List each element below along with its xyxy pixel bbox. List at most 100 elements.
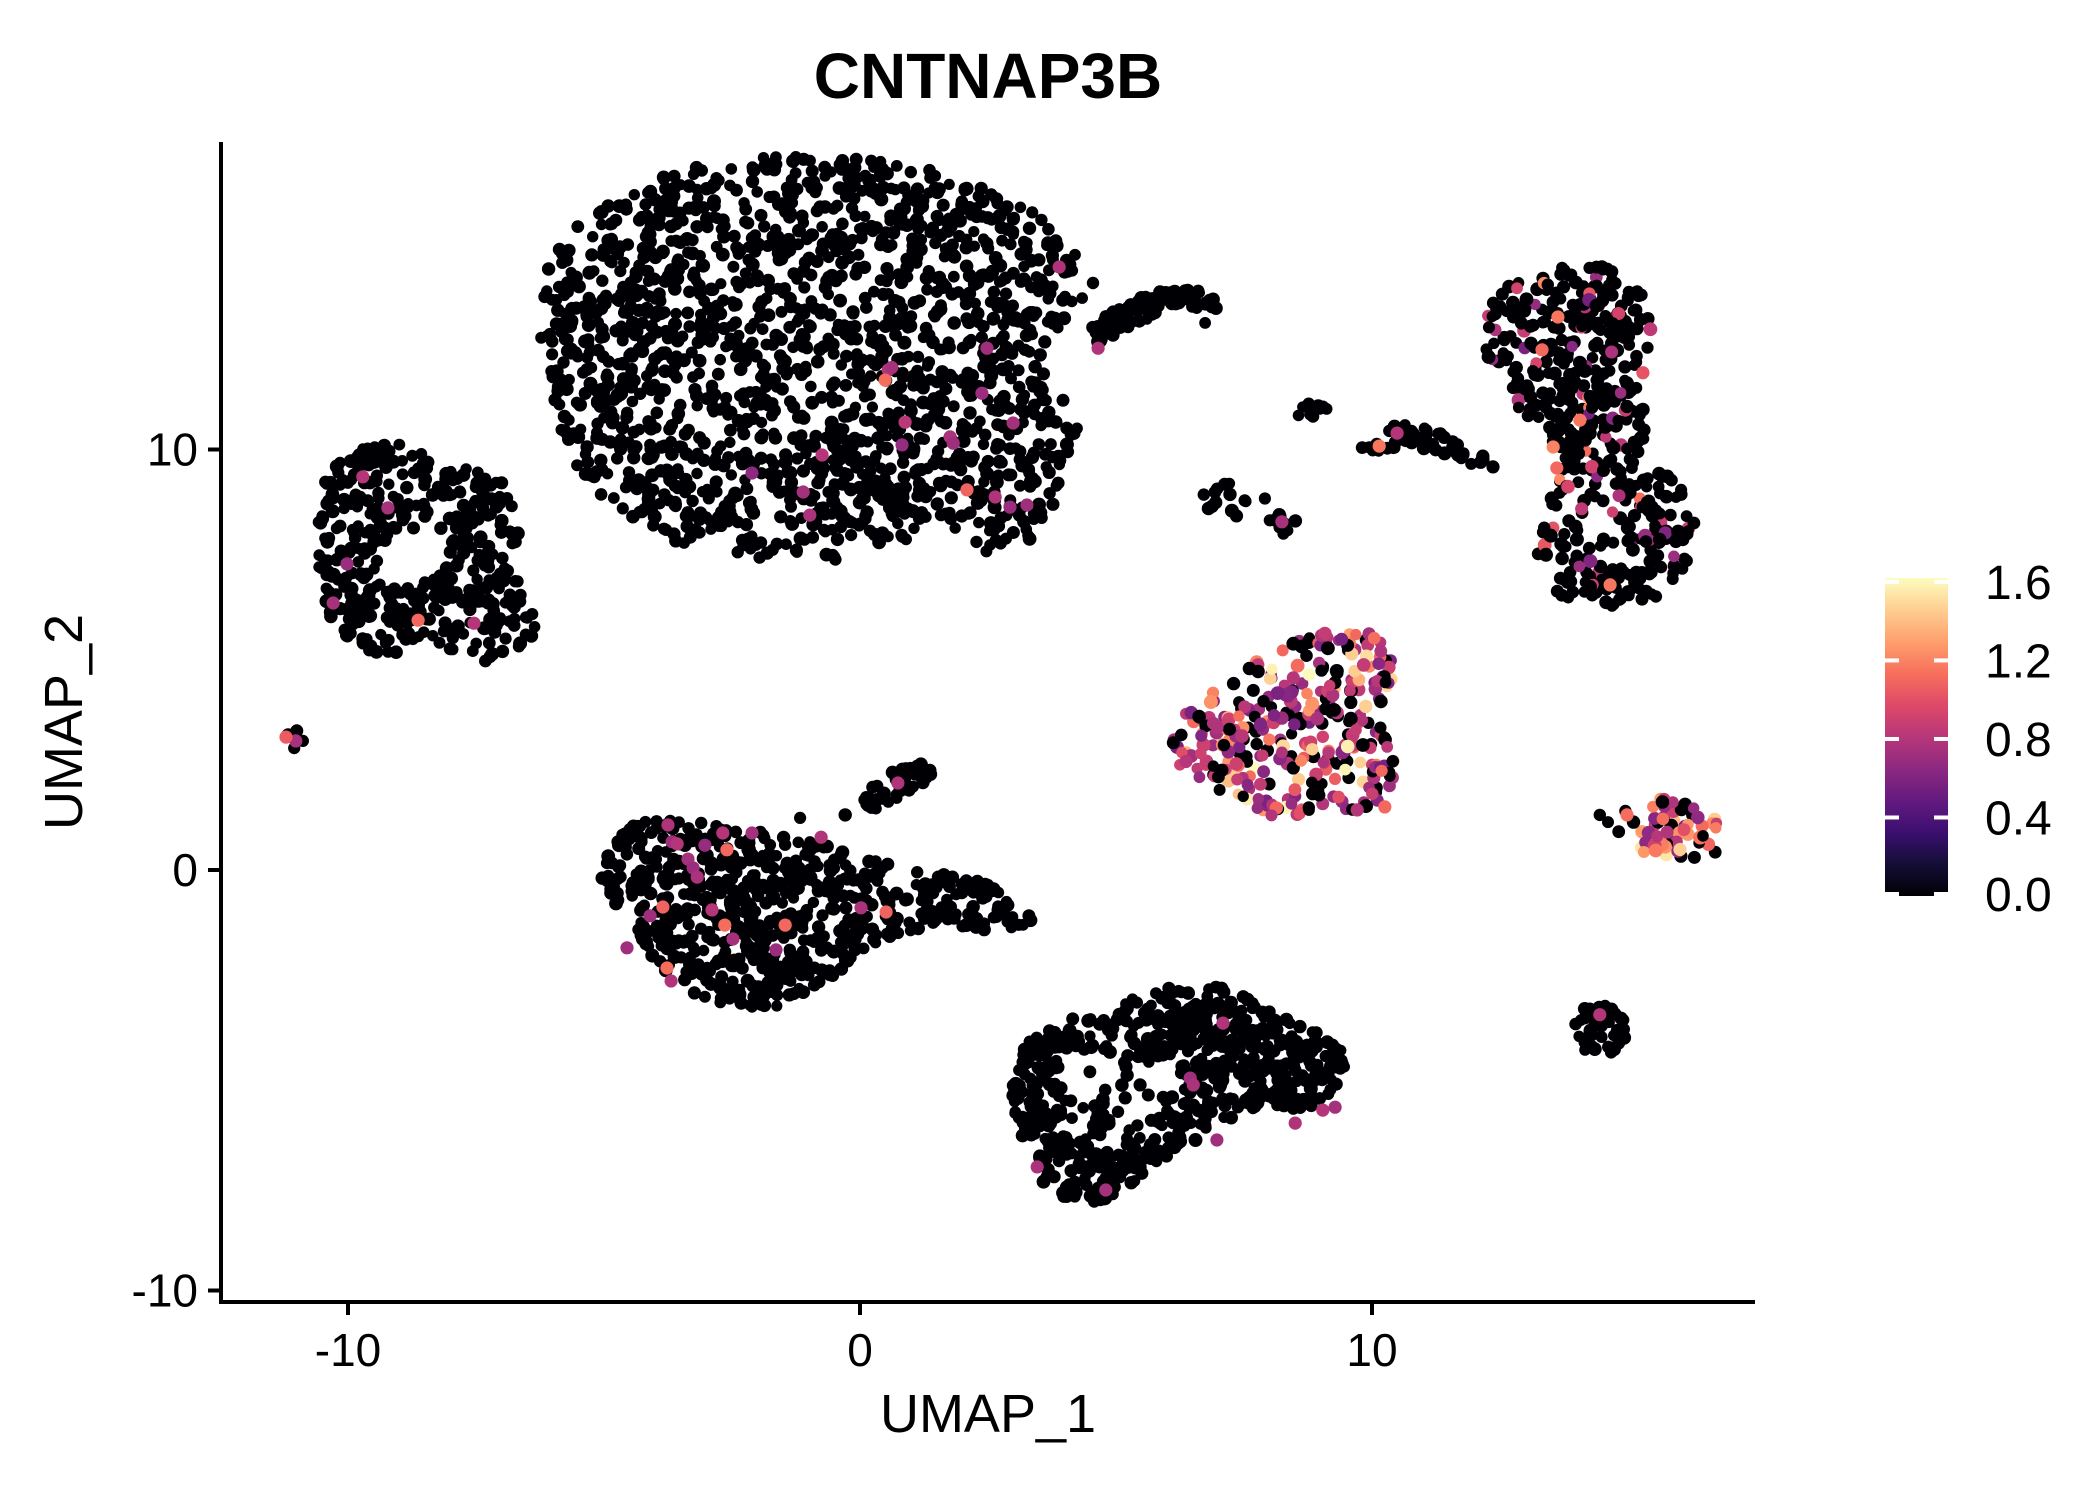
cell-point [1006,416,1020,430]
cell-point [963,506,977,520]
cell-point [1217,738,1231,752]
cell-point [975,331,988,344]
cell-point [745,231,760,246]
cell-point [1303,1055,1317,1069]
cell-point [1045,1029,1058,1042]
cell-point [467,616,481,630]
cell-point [784,486,798,501]
cell-point [1344,685,1356,697]
cell-point [651,919,663,931]
cell-point [738,197,750,209]
cell-point [885,360,899,375]
cell-point [1195,729,1208,742]
cell-point [1559,540,1572,553]
cell-point [717,294,730,307]
cell-point [439,561,454,575]
cell-point [460,522,473,535]
cell-point [1366,787,1379,800]
cell-point [977,233,990,245]
cell-point [1578,433,1592,447]
cell-point [914,463,928,477]
cell-point [725,163,738,175]
cell-point [794,439,806,452]
cell-point [752,300,766,314]
cell-point [1306,776,1318,789]
cell-point [792,238,805,251]
cell-point [595,205,609,219]
cell-point [692,512,707,526]
cell-point [981,211,995,225]
cell-point [654,440,667,453]
cell-point [1083,1161,1096,1174]
cell-point [978,476,990,488]
cell-point [638,877,652,891]
cell-point [1324,679,1336,692]
cell-point [1236,990,1250,1004]
cell-point [1042,405,1056,419]
cell-point [899,508,911,520]
cell-point [849,267,863,281]
cell-point [858,390,871,403]
cell-point [780,538,792,550]
cell-point [1285,797,1298,810]
cell-point [370,554,384,568]
cell-point [827,202,840,215]
cell-point [756,929,770,943]
cell-point [862,174,874,187]
cell-point [1056,1186,1070,1200]
cell-point [1316,778,1328,790]
cell-point [1486,460,1500,474]
cell-point [1636,402,1650,417]
cell-point [727,229,741,243]
cell-point [950,451,964,465]
cell-point [1620,808,1634,822]
cell-point [1193,771,1206,784]
cell-point [1098,1083,1112,1097]
cell-point [822,332,835,345]
cell-point [1652,532,1667,547]
cell-point [1606,506,1619,518]
cell-point [805,228,819,242]
cell-point [691,400,703,412]
cell-point [801,910,813,922]
cell-point [1148,1047,1161,1060]
cell-point [1223,722,1236,736]
cell-point [634,387,647,400]
cell-point [450,510,463,522]
cell-point [810,354,825,369]
cell-point [1321,641,1335,656]
cell-point [955,423,970,438]
cell-point [1263,733,1276,746]
cell-point [936,343,948,356]
cell-point [627,373,641,388]
cell-point [1265,809,1278,822]
cell-point [1309,1068,1323,1083]
cell-point [312,516,325,528]
cell-point [1676,533,1690,547]
cell-point [1612,414,1624,427]
cell-point [1482,321,1496,334]
cell-point [975,386,989,400]
cell-point [737,427,751,441]
cell-point [399,632,413,646]
cell-point [1654,560,1668,574]
cell-point [800,342,814,355]
cell-point [784,515,797,527]
cell-point [641,492,656,506]
cell-point [1005,921,1018,934]
cell-point [819,170,831,182]
cell-point [943,178,955,190]
cell-point [1550,584,1564,598]
cell-point [1149,1029,1163,1044]
cell-point [811,181,823,194]
cell-point [1375,764,1388,777]
cell-point [720,340,732,353]
cell-point [917,331,930,344]
cell-point [1630,349,1643,363]
cell-point [1174,1131,1187,1143]
cell-point [1215,763,1229,777]
cell-point [917,911,931,925]
cell-point [1151,1009,1165,1023]
cell-point [345,589,358,602]
